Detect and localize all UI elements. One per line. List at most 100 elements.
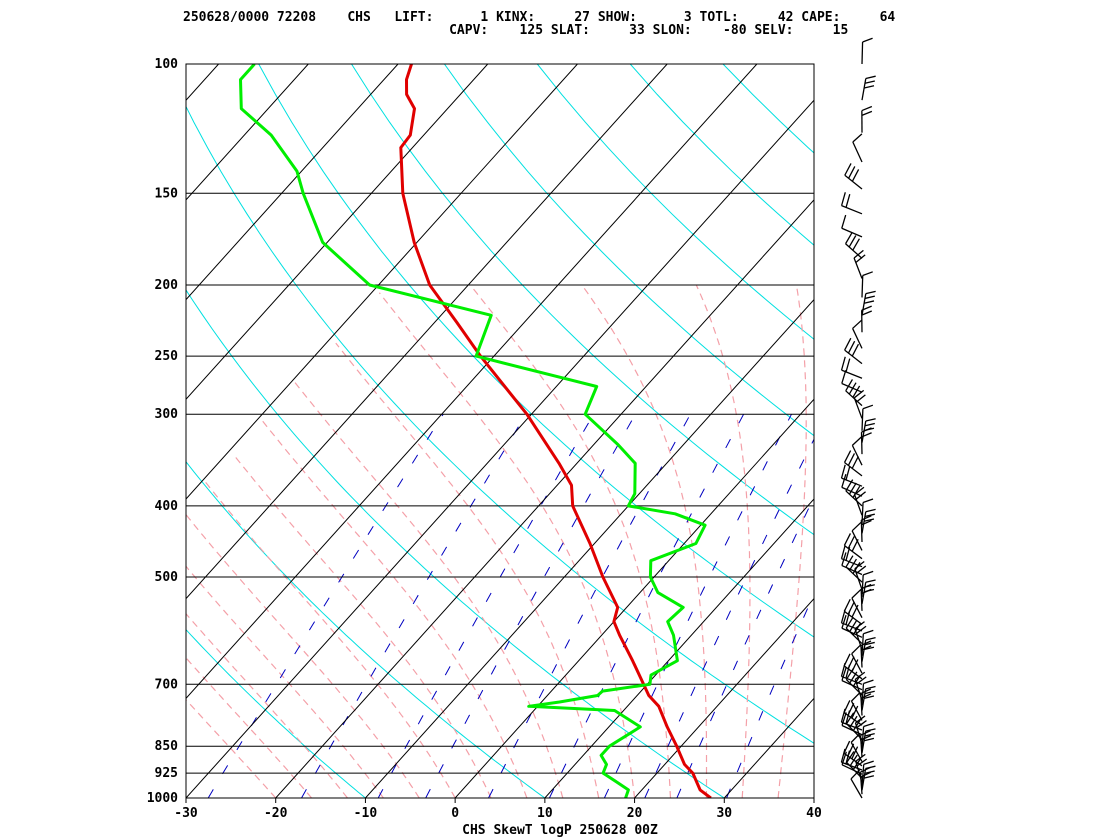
wind-barb-flag bbox=[843, 598, 851, 612]
wind-barb-flag bbox=[865, 685, 876, 690]
wind-barb bbox=[861, 688, 867, 711]
wind-barb-flag bbox=[847, 536, 855, 549]
pressure-tick-label: 300 bbox=[155, 407, 179, 422]
wind-barb bbox=[841, 627, 863, 638]
moist-adiabat bbox=[186, 565, 384, 798]
wind-barb-flag bbox=[851, 521, 862, 532]
mixing-ratio-line bbox=[603, 413, 792, 798]
dry-adiabat bbox=[1002, 64, 1120, 798]
pressure-tick-label: 925 bbox=[155, 766, 178, 781]
wind-barb-flag bbox=[851, 169, 860, 182]
wind-barb bbox=[851, 530, 863, 551]
wind-barb-flag bbox=[843, 653, 851, 667]
moist-adiabat bbox=[293, 380, 564, 798]
pressure-tick-label: 250 bbox=[155, 349, 179, 364]
wind-barb-flag bbox=[863, 722, 874, 728]
wind-barb-flag bbox=[862, 570, 874, 576]
wind-barb bbox=[841, 486, 863, 497]
moist-adiabat bbox=[186, 513, 420, 798]
wind-barb-flag bbox=[840, 192, 846, 206]
wind-barb bbox=[853, 494, 863, 516]
mixing-ratio-line bbox=[676, 495, 814, 798]
isotherm bbox=[813, 797, 814, 798]
mixing-ratio-line bbox=[425, 413, 636, 798]
wind-barb-flag bbox=[865, 75, 876, 80]
wind-barb-flag bbox=[845, 379, 854, 392]
moist-adiabat bbox=[469, 284, 672, 798]
pressure-tick-label: 100 bbox=[155, 57, 179, 72]
isotherm bbox=[275, 199, 814, 798]
wind-barb-flag bbox=[851, 456, 859, 469]
wind-barb bbox=[861, 408, 864, 431]
wind-barb bbox=[851, 653, 863, 674]
wind-barb bbox=[841, 761, 863, 771]
wind-barb-flag bbox=[865, 579, 876, 583]
pressure-tick-label: 1000 bbox=[147, 791, 178, 806]
wind-barb bbox=[861, 582, 867, 605]
wind-barb-flag bbox=[851, 705, 859, 719]
wind-barb-flag bbox=[845, 193, 851, 208]
wind-barb bbox=[861, 511, 867, 534]
wind-barb bbox=[844, 174, 863, 190]
wind-barb bbox=[861, 78, 867, 101]
wind-barb bbox=[843, 712, 863, 726]
wind-barb bbox=[861, 420, 867, 443]
wind-barb-flag bbox=[861, 105, 873, 112]
wind-barb-flag bbox=[852, 385, 861, 398]
temperature-tick-label: -10 bbox=[354, 806, 378, 821]
wind-barb-flag bbox=[843, 700, 851, 713]
wind-barb bbox=[844, 544, 863, 560]
wind-barb-flag bbox=[840, 356, 846, 371]
isotherm bbox=[186, 99, 814, 798]
wind-barb-flag bbox=[863, 646, 875, 651]
wind-barb-flag bbox=[843, 450, 852, 463]
moist-adiabat bbox=[581, 284, 708, 798]
moist-adiabat bbox=[186, 612, 348, 798]
temperature-tick-label: -30 bbox=[174, 806, 198, 821]
wind-barb bbox=[843, 610, 863, 625]
wind-barb bbox=[851, 597, 863, 618]
wind-barb bbox=[841, 382, 863, 393]
dry-adiabat bbox=[186, 460, 546, 798]
wind-barb-flag bbox=[852, 719, 861, 731]
pressure-tick-label: 850 bbox=[155, 739, 179, 754]
wind-barbs bbox=[840, 37, 876, 799]
header-line-2: CAPV: 125 SLAT: 33 SLON: -80 SELV: 15 bbox=[183, 23, 848, 38]
isotherm bbox=[723, 697, 814, 798]
pressure-tick-label: 200 bbox=[155, 278, 179, 293]
wind-barb-flag bbox=[851, 589, 862, 599]
wind-barb-flag bbox=[845, 466, 851, 481]
dry-adiabat bbox=[186, 628, 366, 798]
wind-barb-flag bbox=[851, 343, 860, 357]
isotherm bbox=[186, 64, 309, 201]
dry-adiabat bbox=[629, 64, 814, 246]
wind-barb-flag bbox=[863, 300, 875, 304]
isotherm bbox=[544, 498, 814, 798]
temperature-tick-label: 20 bbox=[627, 806, 643, 821]
wind-barb bbox=[841, 227, 863, 238]
wind-barb bbox=[850, 742, 863, 762]
wind-barb bbox=[850, 700, 863, 721]
wind-barb-flag bbox=[862, 498, 874, 504]
wind-barb bbox=[861, 633, 864, 656]
wind-barb bbox=[853, 257, 863, 279]
wind-barb-flag bbox=[853, 249, 864, 259]
wind-barb-flag bbox=[864, 690, 875, 695]
wind-barb bbox=[853, 397, 863, 419]
wind-barb-flag bbox=[865, 418, 876, 422]
wind-barb-flag bbox=[855, 254, 866, 264]
wind-barb-flag bbox=[845, 616, 854, 629]
wind-barb-flag bbox=[847, 601, 855, 615]
dry-adiabat bbox=[443, 64, 814, 437]
wind-barb bbox=[844, 461, 863, 477]
wind-barb bbox=[843, 665, 863, 680]
dry-adiabat bbox=[909, 64, 1120, 798]
wind-barb bbox=[841, 675, 863, 685]
temperature-tick-labels: -30 -20 -10 0 10 20 30 40 bbox=[174, 798, 822, 821]
chart-caption: CHS SkewT logP 250628 00Z bbox=[462, 823, 658, 838]
wind-barb bbox=[841, 724, 863, 736]
isotherm bbox=[186, 64, 668, 600]
wind-barb-flag bbox=[863, 518, 875, 522]
moist-adiabat bbox=[186, 656, 313, 798]
moist-adiabat bbox=[335, 342, 600, 798]
